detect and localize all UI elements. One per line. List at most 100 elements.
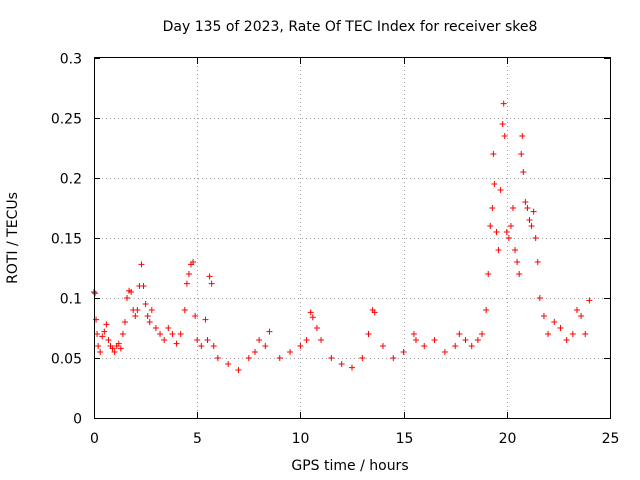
data-point [479, 331, 486, 337]
data-point [410, 331, 417, 337]
data-point [452, 343, 459, 349]
data-point [144, 313, 151, 319]
data-point [338, 361, 345, 367]
data-point [181, 307, 188, 313]
data-point [557, 325, 564, 331]
data-point [103, 321, 110, 328]
data-point [111, 349, 118, 355]
x-tick-label: 20 [499, 431, 517, 447]
data-point [93, 316, 100, 323]
data-point [140, 283, 147, 289]
data-point [573, 307, 580, 313]
data-point [142, 301, 149, 307]
data-point [569, 331, 576, 337]
grid [94, 58, 610, 418]
data-point [251, 349, 258, 355]
data-point [210, 343, 217, 349]
data-point [499, 121, 506, 127]
data-point [225, 361, 232, 367]
data-point [95, 343, 102, 349]
data-point [121, 319, 128, 325]
data-point [485, 271, 492, 277]
data-point [578, 313, 585, 319]
data-point [177, 331, 184, 337]
data-point [524, 205, 531, 211]
data-point [152, 325, 159, 331]
data-point [551, 319, 558, 325]
data-point [483, 307, 490, 313]
chart-title: Day 135 of 2023, Rate Of TEC Index for r… [163, 19, 538, 35]
data-point [94, 331, 101, 337]
data-point [134, 307, 141, 313]
data-point [124, 295, 131, 301]
data-point [307, 309, 314, 316]
data-point [99, 333, 106, 340]
axis-ticks: 0 5 10 15 20 25 0 0.05 0.1 0.15 0.2 0.25 0.3 [51, 52, 620, 448]
data-point [365, 331, 372, 337]
data-point [522, 199, 529, 205]
data-point [507, 223, 514, 229]
x-tick-label: 0 [90, 431, 99, 447]
data-point [194, 337, 201, 343]
data-point [318, 337, 325, 343]
data-point [101, 328, 108, 335]
data-point [202, 316, 209, 323]
y-tick-label: 0.25 [51, 112, 82, 128]
data-point [97, 349, 104, 355]
data-point [528, 223, 535, 229]
data-point [359, 355, 366, 361]
data-point [516, 271, 523, 277]
data-point [328, 355, 335, 361]
data-point [183, 280, 190, 287]
data-point [421, 343, 428, 349]
data-point [204, 337, 211, 343]
data-point [132, 313, 139, 319]
data-point [115, 340, 122, 347]
data-point [266, 328, 273, 335]
data-point [501, 133, 508, 139]
data-point [412, 337, 419, 343]
data-point [117, 345, 124, 352]
data-point [582, 331, 589, 337]
data-point [532, 235, 539, 241]
data-point [526, 217, 533, 223]
data-point [119, 331, 126, 337]
data-point [185, 271, 192, 277]
data-point [371, 309, 378, 316]
data-point [190, 259, 197, 265]
data-point [313, 325, 320, 331]
data-point [92, 290, 99, 297]
data-point [514, 259, 521, 265]
data-point [390, 355, 397, 361]
data-point [505, 235, 512, 241]
data-point [109, 345, 116, 352]
data-point [349, 364, 355, 371]
data-point [128, 289, 135, 295]
y-axis-label: ROTI / TECUs [5, 192, 21, 284]
y-tick-label: 0.2 [60, 172, 82, 188]
data-point [297, 343, 304, 349]
data-point [169, 331, 176, 337]
y-tick-label: 0.3 [60, 52, 82, 68]
data-point [148, 307, 155, 313]
y-tick-label: 0.05 [51, 352, 82, 368]
data-point [456, 331, 463, 337]
data-point [497, 187, 504, 193]
data-point [206, 273, 213, 280]
data-point [487, 223, 494, 229]
data-point [287, 349, 294, 355]
data-point [489, 205, 496, 211]
data-point [495, 247, 502, 253]
data-point [198, 343, 205, 349]
data-point [431, 337, 438, 343]
data-point [491, 181, 498, 187]
data-points [91, 100, 593, 373]
data-point [490, 151, 497, 157]
y-tick-label: 0 [73, 412, 82, 428]
data-point [256, 337, 263, 343]
data-point [493, 229, 500, 235]
data-point [509, 205, 516, 211]
data-point [462, 337, 469, 343]
data-point [214, 355, 221, 361]
